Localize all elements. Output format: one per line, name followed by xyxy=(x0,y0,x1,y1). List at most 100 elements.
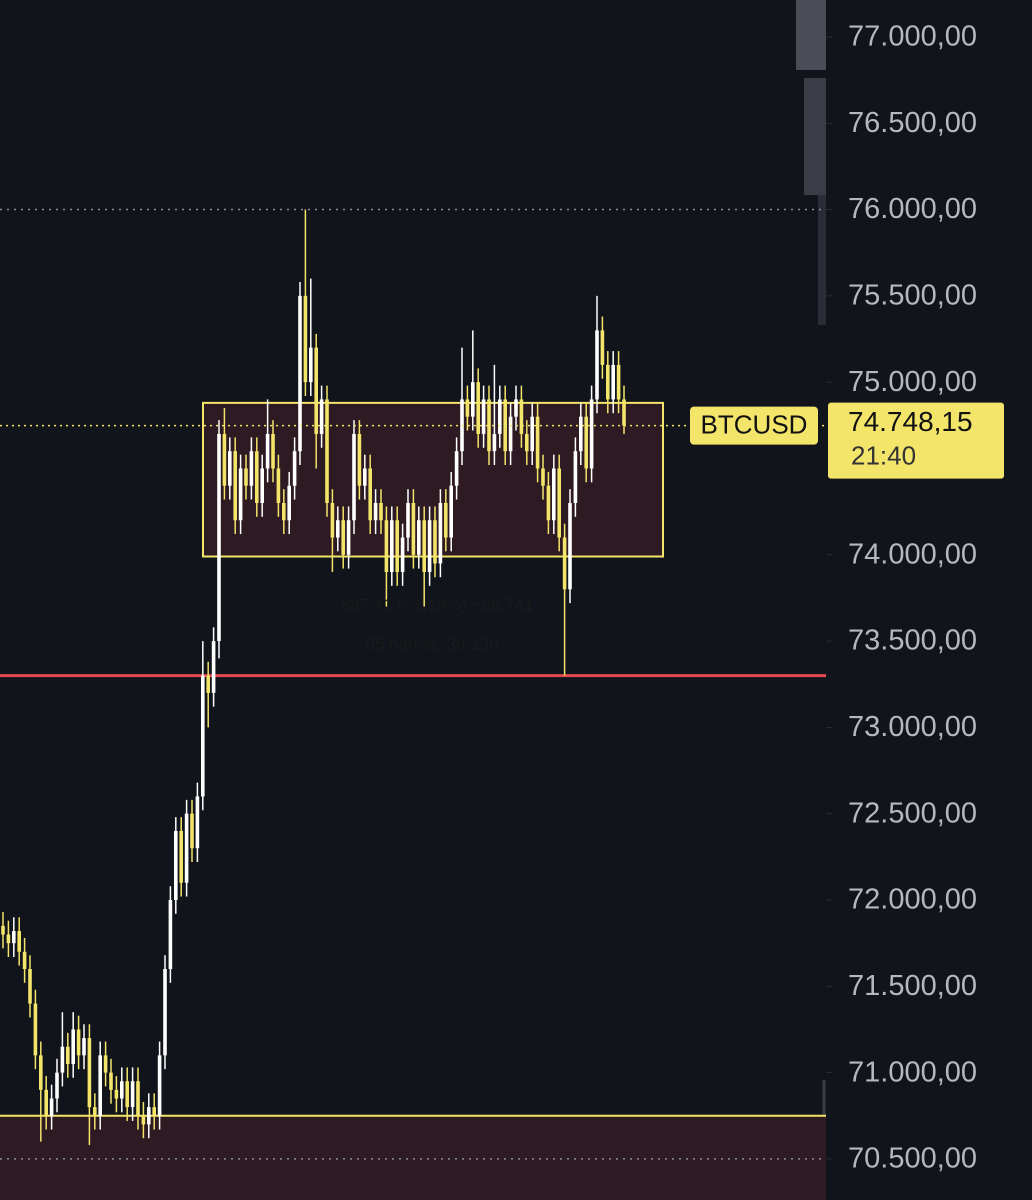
candle-body xyxy=(481,399,486,434)
y-tick-label: 73.000,00 xyxy=(848,711,977,743)
candle-body xyxy=(546,485,551,521)
candle-body xyxy=(271,433,275,469)
candle-body xyxy=(76,1029,81,1056)
candle-body xyxy=(471,382,475,417)
candle-body xyxy=(357,433,362,486)
candle-body xyxy=(157,1055,162,1116)
candle-body xyxy=(147,1107,151,1125)
candle-body xyxy=(368,468,372,521)
candle-body xyxy=(530,416,534,452)
candle-body xyxy=(184,813,189,883)
y-tick-label: 71.000,00 xyxy=(848,1056,977,1088)
candle-body xyxy=(44,1089,48,1116)
candle-body xyxy=(55,1072,59,1099)
candle-body xyxy=(265,433,270,469)
candle-body xyxy=(276,468,281,503)
y-tick-label: 74.000,00 xyxy=(848,538,977,570)
candle-body xyxy=(17,931,21,952)
candle-body xyxy=(508,416,513,452)
candle-body xyxy=(400,537,405,573)
candle-body xyxy=(287,485,291,521)
candle-body xyxy=(454,451,459,486)
candle-body xyxy=(611,364,615,400)
candle-body xyxy=(152,1107,156,1116)
candle-body xyxy=(87,1038,92,1108)
candle-body xyxy=(260,468,264,503)
candle-body xyxy=(406,502,410,538)
candle-body xyxy=(346,520,351,555)
candle-body xyxy=(573,451,578,503)
candle-body xyxy=(395,520,399,573)
countdown: 21:40 xyxy=(851,441,916,471)
candle-body xyxy=(174,830,178,900)
scrollbar xyxy=(804,78,826,195)
candle-body xyxy=(141,1115,146,1125)
candle-body xyxy=(422,520,426,573)
y-tick-label: 75.500,00 xyxy=(848,280,977,312)
candle-body xyxy=(249,451,254,486)
candle-body xyxy=(379,502,383,521)
candle-body xyxy=(319,399,324,434)
candle-body xyxy=(12,931,16,944)
candle-body xyxy=(616,364,621,400)
symbol-label: BTCUSD xyxy=(701,410,808,440)
candle-body xyxy=(476,382,480,434)
scrollbar xyxy=(796,0,826,70)
candle-body xyxy=(390,520,394,573)
candle-body xyxy=(82,1038,86,1056)
candle-body xyxy=(136,1081,140,1116)
candle-body xyxy=(93,1107,97,1116)
candle-body xyxy=(211,641,216,693)
y-tick-label: 75.000,00 xyxy=(848,366,977,398)
candle-body xyxy=(562,537,567,590)
candle-body xyxy=(195,796,200,849)
candle-body xyxy=(487,399,491,452)
y-tick-label: 72.000,00 xyxy=(848,884,977,916)
y-tick-label: 76.000,00 xyxy=(848,193,977,225)
candle-body xyxy=(314,347,318,434)
candle-body xyxy=(336,520,340,538)
candle-body xyxy=(519,399,524,434)
candle-body xyxy=(384,520,389,573)
candle-body xyxy=(557,468,561,538)
candle-body xyxy=(579,416,583,452)
y-tick-label: 71.500,00 xyxy=(848,970,977,1002)
candle-body xyxy=(201,675,205,797)
candle-body xyxy=(303,295,308,383)
candle-body xyxy=(411,502,416,555)
candle-body xyxy=(330,502,335,538)
candle-body xyxy=(449,485,453,538)
price-label-bg xyxy=(828,402,1004,479)
candle-body xyxy=(163,969,167,1056)
y-tick-label: 76.500,00 xyxy=(848,107,977,139)
candle-body xyxy=(600,330,605,365)
candle-body xyxy=(22,951,27,970)
candle-body xyxy=(206,675,210,693)
candle-body xyxy=(438,502,443,564)
candle-body xyxy=(120,1081,124,1099)
candle-body xyxy=(114,1089,119,1099)
candle-body xyxy=(238,468,243,521)
candle-body xyxy=(606,364,610,400)
y-tick-label: 77.000,00 xyxy=(848,21,977,53)
candle-body xyxy=(514,399,518,417)
candle-body xyxy=(255,451,259,503)
candle-body xyxy=(33,1003,38,1056)
candle-body xyxy=(525,433,529,452)
y-tick-label: 72.500,00 xyxy=(848,797,977,829)
measure-text: −887,41 (−1,19%) −88.741 xyxy=(331,595,534,614)
candle-body xyxy=(125,1081,129,1108)
y-tick-label: 70.500,00 xyxy=(848,1143,977,1175)
support-zone xyxy=(0,1115,826,1200)
candle-body xyxy=(309,347,313,383)
candle-body xyxy=(49,1098,54,1116)
bars-text: 85 barras, 3d 13h xyxy=(365,634,498,653)
candle-body xyxy=(298,295,302,452)
candle-body xyxy=(541,468,545,486)
candle-body xyxy=(28,969,32,1004)
y-tick-label: 73.500,00 xyxy=(848,625,977,657)
candle-body xyxy=(190,813,194,849)
candle-body xyxy=(492,433,497,452)
